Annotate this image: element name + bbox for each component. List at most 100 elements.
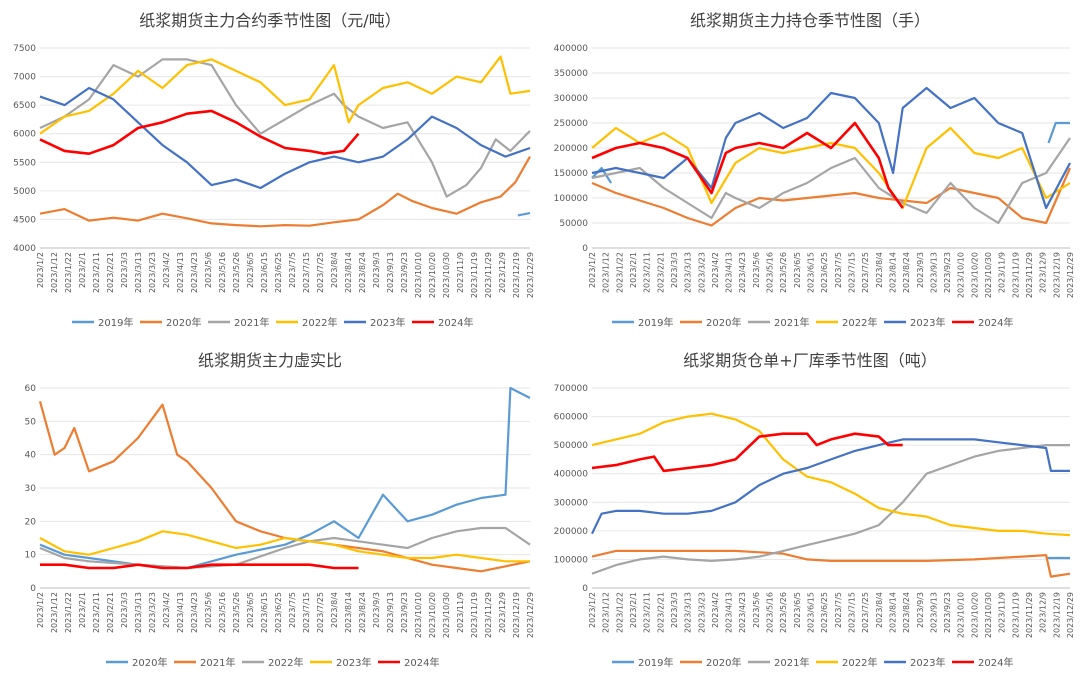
x-tick-label: 2023/11/19 bbox=[1011, 252, 1020, 298]
series-line bbox=[517, 212, 531, 217]
legend-label: 2022年 bbox=[302, 316, 337, 329]
y-tick-label: 10 bbox=[25, 551, 37, 561]
x-tick-label: 2023/5/6 bbox=[204, 592, 213, 628]
x-tick-label: 2023/7/5 bbox=[288, 252, 297, 288]
x-tick-label: 2023/8/24 bbox=[902, 252, 911, 293]
x-tick-label: 2023/3/13 bbox=[134, 252, 143, 293]
x-tick-label: 2023/8/4 bbox=[330, 592, 339, 628]
x-tick-label: 2023/5/26 bbox=[779, 252, 788, 293]
x-tick-label: 2023/9/13 bbox=[386, 252, 395, 293]
x-tick-label: 2023/7/15 bbox=[302, 592, 311, 633]
x-tick-label: 2023/6/15 bbox=[260, 252, 269, 293]
x-tick-label: 2023/4/23 bbox=[738, 252, 747, 293]
x-tick-label: 2023/9/23 bbox=[400, 592, 409, 633]
series-line bbox=[39, 55, 531, 135]
x-tick-label: 2023/12/19 bbox=[1052, 592, 1061, 638]
y-tick-label: 6000 bbox=[13, 130, 36, 140]
x-tick-label: 2023/5/16 bbox=[218, 252, 227, 293]
x-tick-label: 2023/8/14 bbox=[888, 252, 897, 293]
y-tick-label: 4000 bbox=[13, 244, 36, 254]
series-line bbox=[591, 137, 1071, 225]
x-tick-label: 2023/10/30 bbox=[442, 592, 451, 638]
y-tick-label: 4500 bbox=[13, 215, 36, 225]
x-tick-label: 2023/7/5 bbox=[834, 592, 843, 628]
legend-label: 2023年 bbox=[336, 656, 371, 669]
x-tick-label: 2023/6/25 bbox=[274, 592, 283, 633]
y-tick-label: 50 bbox=[25, 417, 37, 427]
series-line bbox=[591, 438, 1070, 535]
x-tick-label: 2023/1/2 bbox=[36, 592, 45, 628]
x-tick-label: 2023/6/15 bbox=[260, 592, 269, 633]
y-tick-label: 0 bbox=[582, 244, 588, 254]
x-tick-label: 2023/3/3 bbox=[670, 592, 679, 628]
warehouse-receipts-seasonal-chart: 纸浆期货仓单+厂库季节性图（吨） 0 100000 200000 300000 40000… bbox=[554, 351, 1075, 669]
y-tick-label: 100000 bbox=[554, 194, 589, 204]
x-tick-label: 2023/11/19 bbox=[470, 252, 479, 298]
x-tick-label: 2023/5/26 bbox=[232, 252, 241, 293]
x-tick-label: 2023/1/22 bbox=[615, 252, 624, 293]
series-line bbox=[591, 121, 904, 209]
chart-title: 纸浆期货主力虚实比 bbox=[198, 351, 342, 370]
legend-label: 2020年 bbox=[166, 316, 201, 329]
legend-label: 2019年 bbox=[98, 316, 133, 329]
x-tick-label: 2023/2/1 bbox=[629, 592, 638, 628]
series-line bbox=[39, 86, 531, 190]
series-line bbox=[38, 401, 531, 573]
x-tick-label: 2023/10/10 bbox=[414, 592, 423, 638]
x-tick-label: 2023/8/4 bbox=[330, 252, 339, 288]
x-tick-label: 2023/2/11 bbox=[643, 252, 652, 293]
y-tick-label: 50000 bbox=[559, 219, 588, 229]
x-tick-label: 2023/12/29 bbox=[1066, 252, 1075, 298]
x-tick-label: 2023/4/2 bbox=[162, 592, 171, 628]
x-tick-label: 2023/7/5 bbox=[288, 592, 297, 628]
x-tick-label: 2023/9/13 bbox=[929, 592, 938, 633]
x-tick-label: 2023/5/6 bbox=[752, 592, 761, 628]
x-tick-label: 2023/8/14 bbox=[344, 592, 353, 633]
series-line bbox=[39, 530, 530, 563]
x-tick-label: 2023/3/13 bbox=[684, 252, 693, 293]
y-tick-label: 60 bbox=[25, 384, 37, 394]
speculative-ratio-chart: 纸浆期货主力虚实比 0 10 20 30 40 50 60 2023/1/2 2023/1/12 2… bbox=[25, 351, 535, 669]
x-tick-label: 2023/9/23 bbox=[943, 592, 952, 633]
y-tick-label: 200000 bbox=[554, 527, 589, 537]
x-tick-label: 2023/1/22 bbox=[64, 252, 73, 293]
y-tick-label: 7000 bbox=[13, 73, 36, 83]
legend-label: 2024年 bbox=[978, 316, 1013, 329]
y-tick-label: 30 bbox=[25, 484, 37, 494]
x-tick-label: 2023/3/23 bbox=[148, 252, 157, 293]
x-tick-label: 2023/4/13 bbox=[176, 592, 185, 633]
x-tick-label: 2023/10/20 bbox=[970, 252, 979, 298]
x-tick-label: 2023/7/25 bbox=[316, 592, 325, 633]
x-tick-label: 2023/2/21 bbox=[106, 252, 115, 293]
x-tick-label: 2023/7/25 bbox=[861, 252, 870, 293]
x-tick-label: 2023/4/13 bbox=[176, 252, 185, 293]
series-line bbox=[39, 156, 531, 228]
futures-price-seasonal-chart: 纸浆期货主力合约季节性图（元/吨） 4000 4500 5000 5500 6000 650… bbox=[13, 11, 535, 329]
x-tick-label: 2023/7/15 bbox=[847, 252, 856, 293]
x-tick-label: 2023/3/23 bbox=[148, 592, 157, 633]
y-tick-label: 700000 bbox=[554, 384, 589, 394]
x-tick-label: 2023/1/12 bbox=[50, 592, 59, 633]
legend-label: 2020年 bbox=[706, 656, 741, 669]
x-tick-label: 2023/1/22 bbox=[615, 592, 624, 633]
x-tick-label: 2023/12/9 bbox=[1039, 592, 1048, 633]
x-tick-label: 2023/4/23 bbox=[190, 252, 199, 293]
x-tick-label: 2023/6/15 bbox=[807, 592, 816, 633]
x-tick-label: 2023/6/15 bbox=[807, 252, 816, 293]
x-tick-label: 2023/3/13 bbox=[684, 592, 693, 633]
x-tick-label: 2023/7/5 bbox=[834, 252, 843, 288]
y-tick-label: 150000 bbox=[554, 169, 589, 179]
series-line bbox=[40, 563, 359, 570]
legend-label: 2019年 bbox=[638, 316, 673, 329]
x-tick-label: 2023/9/3 bbox=[372, 592, 381, 628]
x-tick-label: 2023/6/5 bbox=[793, 252, 802, 288]
x-tick-label: 2023/4/13 bbox=[725, 592, 734, 633]
x-tick-label: 2023/2/21 bbox=[106, 592, 115, 633]
x-tick-label: 2023/8/14 bbox=[888, 592, 897, 633]
x-tick-label: 2023/12/19 bbox=[512, 252, 521, 298]
x-tick-label: 2023/4/23 bbox=[190, 592, 199, 633]
x-tick-label: 2023/12/19 bbox=[1052, 252, 1061, 298]
x-tick-label: 2023/12/9 bbox=[498, 592, 507, 633]
legend-label: 2021年 bbox=[774, 316, 809, 329]
x-tick-label: 2023/6/5 bbox=[246, 252, 255, 288]
